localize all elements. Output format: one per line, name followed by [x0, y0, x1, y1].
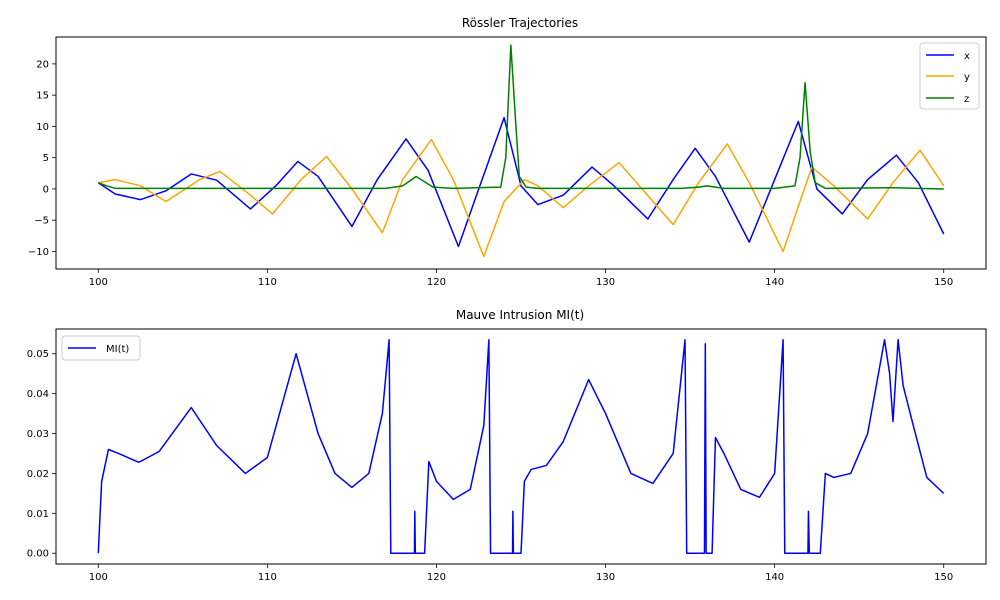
panel-mauve-y-axis: 0.00 0.01 0.02 0.03 0.04 0.05	[27, 349, 56, 560]
panel-rossler-x-axis: 100 110 120 130 140 150	[89, 269, 953, 288]
x-tick-label: 100	[89, 277, 108, 288]
x-tick-label: 140	[765, 277, 784, 288]
panel-mauve-plot-area	[97, 339, 945, 554]
x-tick-label: 130	[596, 572, 615, 583]
panel-mauve-legend: MI(t)	[61, 335, 141, 361]
x-tick-label: 120	[427, 277, 446, 288]
y-tick-label: 20	[36, 59, 49, 70]
x-tick-label: 120	[427, 572, 446, 583]
y-tick-label: 0.01	[27, 509, 49, 520]
panel-mauve-frame	[55, 328, 987, 565]
y-tick-label: 0.00	[27, 549, 49, 560]
legend-label-mi: MI(t)	[106, 344, 129, 355]
series-line-y	[98, 138, 945, 258]
x-tick-label: 150	[934, 277, 953, 288]
series-line-x	[97, 116, 945, 248]
x-tick-label: 110	[258, 572, 277, 583]
y-tick-label: −5	[34, 216, 49, 227]
y-tick-label: −10	[28, 247, 49, 258]
x-tick-label: 150	[934, 572, 953, 583]
panel-mauve-x-axis: 100 110 120 130 140 150	[89, 564, 953, 583]
panel-rossler: Rössler Trajectories 100 110 120 130 140 150 …	[28, 16, 987, 288]
panel-rossler-plot-area	[97, 44, 945, 258]
x-tick-label: 110	[258, 277, 277, 288]
y-tick-label: 0.03	[27, 429, 49, 440]
series-line-mit	[97, 339, 945, 554]
x-tick-label: 100	[89, 572, 108, 583]
y-tick-label: 0.05	[27, 349, 49, 360]
x-tick-label: 140	[765, 572, 784, 583]
panel-mauve-title: Mauve Intrusion MI(t)	[456, 308, 584, 322]
y-tick-label: 10	[36, 122, 49, 133]
legend-box	[61, 335, 141, 361]
panel-rossler-y-axis: −10 −5 0 5 10 15 20	[28, 59, 56, 258]
legend-label-z: z	[964, 94, 969, 105]
series-line-z	[98, 44, 944, 190]
legend-label-x: x	[964, 51, 970, 62]
x-tick-label: 130	[596, 277, 615, 288]
y-tick-label: 0	[43, 184, 49, 195]
y-tick-label: 0.02	[27, 469, 49, 480]
legend-label-y: y	[964, 72, 970, 83]
y-tick-label: 0.04	[27, 389, 49, 400]
y-tick-label: 5	[43, 153, 49, 164]
panel-rossler-frame	[55, 36, 987, 270]
panel-rossler-legend: x y z	[919, 42, 980, 110]
panel-rossler-title: Rössler Trajectories	[462, 16, 578, 30]
y-tick-label: 15	[36, 91, 49, 102]
panel-mauve-intrusion: Mauve Intrusion MI(t) 100 110 120 130 140 150…	[27, 308, 987, 583]
